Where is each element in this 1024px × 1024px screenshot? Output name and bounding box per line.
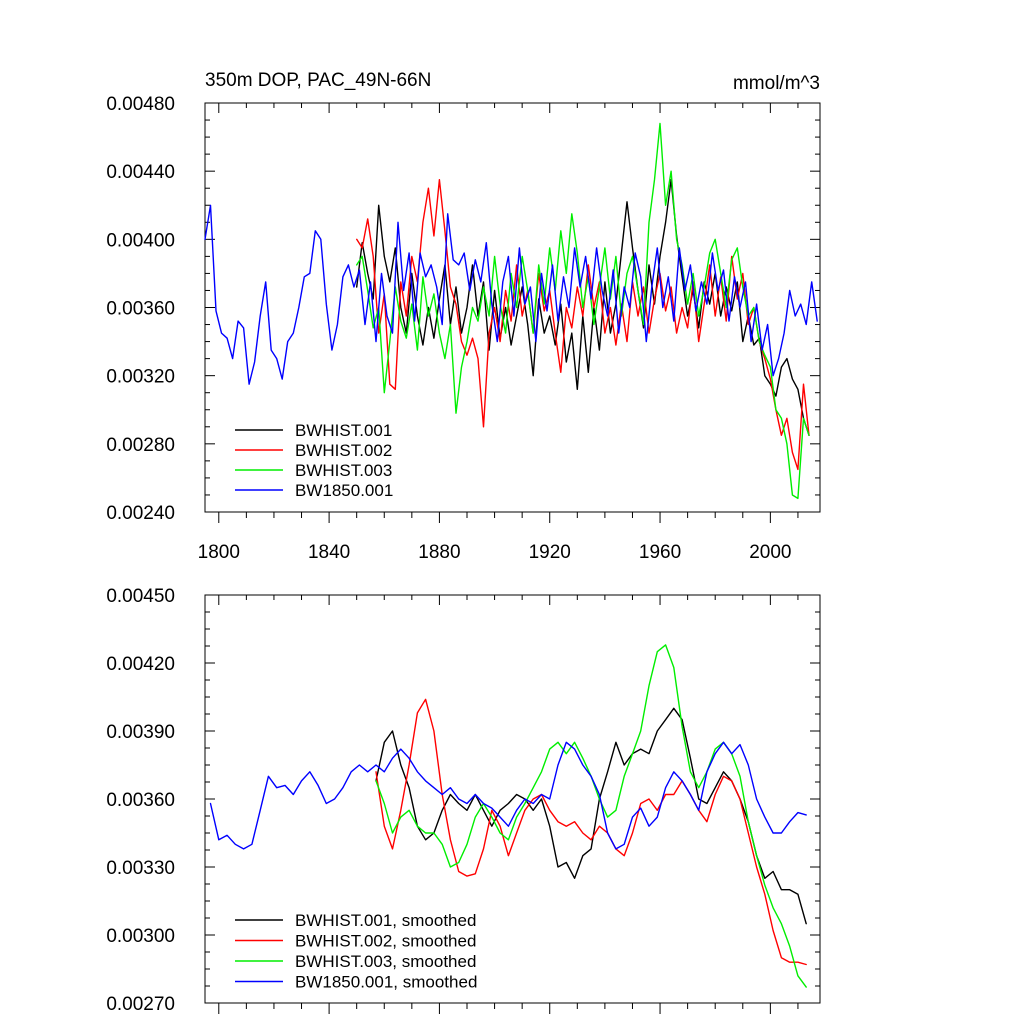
series-line-2 (356, 179, 810, 471)
legend-label: BWHIST.001 (295, 421, 392, 440)
y-tick-label: 0.00440 (106, 162, 175, 183)
y-tick-label: 0.00280 (106, 435, 175, 456)
x-tick-label: 1840 (308, 542, 350, 563)
series-line-3 (356, 122, 810, 500)
x-tick-label: 1920 (529, 542, 571, 563)
y-tick-label: 0.00420 (106, 654, 175, 675)
legend-label: BWHIST.003, smoothed (295, 952, 476, 971)
y-tick-label: 0.00360 (106, 790, 175, 811)
legend-label: BWHIST.002 (295, 441, 392, 460)
series-line-4 (204, 204, 818, 385)
series-line-4 (209, 741, 807, 850)
y-tick-label: 0.00480 (106, 94, 175, 115)
y-tick-label: 0.00320 (106, 367, 175, 388)
y-tick-label: 0.00240 (106, 503, 175, 524)
legend-label: BWHIST.001, smoothed (295, 911, 476, 930)
series-line-2 (375, 698, 807, 966)
panel-1: 0.00240 0.00280 0.00320 0.00360 0.00400 0.004… (106, 70, 821, 563)
x-tick-label: 2000 (749, 542, 791, 563)
x-tick-label: 1960 (639, 542, 681, 563)
units-label: mmol/m^3 (733, 73, 820, 94)
legend-label: BWHIST.003 (295, 461, 392, 480)
panel-2: 0.00270 0.00300 0.00330 0.00360 0.00390 0.004… (106, 586, 821, 1015)
y-tick-label: 0.00400 (106, 230, 175, 251)
x-tick-label: 1880 (418, 542, 460, 563)
x-tick-label: 1800 (198, 542, 240, 563)
legend: BWHIST.001, smoothed BWHIST.002, smoothed… (235, 911, 477, 992)
y-tick-label: 0.00360 (106, 299, 175, 320)
legend-label: BW1850.001 (295, 481, 393, 500)
chart-title: 350m DOP, PAC_49N-66N (205, 70, 431, 91)
y-tick-label: 0.00300 (106, 926, 175, 947)
y-tick-label: 0.00270 (106, 994, 175, 1015)
y-tick-label: 0.00330 (106, 858, 175, 879)
series-line-1 (375, 707, 807, 925)
y-tick-label: 0.00450 (106, 586, 175, 607)
legend-label: BW1850.001, smoothed (295, 973, 477, 992)
y-tick-label: 0.00390 (106, 722, 175, 743)
legend-label: BWHIST.002, smoothed (295, 932, 476, 951)
